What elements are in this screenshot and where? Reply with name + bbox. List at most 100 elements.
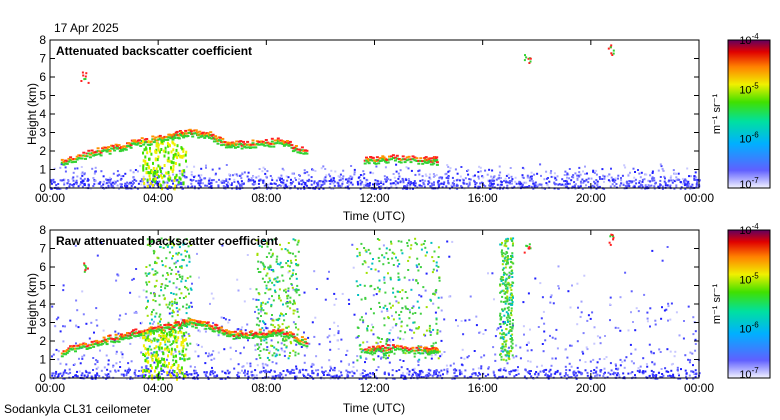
backscatter-pixel: [264, 363, 267, 366]
backscatter-pixel: [407, 167, 410, 170]
backscatter-pixel: [203, 177, 206, 180]
backscatter-pixel: [451, 176, 454, 179]
backscatter-pixel: [460, 356, 463, 359]
backscatter-pixel: [264, 302, 267, 305]
backscatter-pixel: [272, 324, 275, 327]
backscatter-pixel: [474, 183, 477, 186]
backscatter-pixel: [522, 325, 525, 328]
backscatter-pixel: [411, 368, 414, 371]
backscatter-pixel: [263, 339, 266, 342]
backscatter-pixel: [648, 343, 651, 346]
backscatter-pixel: [440, 369, 443, 372]
backscatter-pixel: [385, 179, 388, 181]
cloud-pixel: [182, 181, 185, 185]
backscatter-pixel: [456, 375, 459, 378]
backscatter-pixel: [338, 175, 341, 178]
backscatter-pixel: [358, 378, 361, 380]
backscatter-pixel: [424, 356, 427, 359]
backscatter-pixel: [364, 181, 367, 184]
backscatter-pixel: [406, 184, 409, 187]
cloud-pixel: [185, 150, 188, 154]
backscatter-pixel: [280, 248, 283, 251]
backscatter-pixel: [667, 370, 670, 373]
backscatter-pixel: [122, 175, 125, 178]
backscatter-pixel: [647, 184, 650, 187]
backscatter-pixel: [502, 320, 505, 323]
backscatter-pixel: [306, 179, 309, 182]
backscatter-pixel: [281, 313, 283, 316]
backscatter-pixel: [279, 372, 282, 374]
backscatter-pixel: [423, 240, 426, 243]
backscatter-pixel: [265, 371, 268, 374]
backscatter-pixel: [644, 184, 647, 187]
backscatter-pixel: [578, 371, 581, 374]
backscatter-pixel: [86, 376, 89, 379]
backscatter-pixel: [278, 263, 281, 266]
backscatter-pixel: [505, 245, 508, 248]
cloud-pixel: [393, 348, 397, 351]
backscatter-pixel: [301, 179, 304, 182]
backscatter-pixel: [113, 339, 116, 342]
backscatter-pixel: [684, 354, 687, 357]
backscatter-pixel: [357, 335, 360, 337]
cloud-pixel: [293, 146, 297, 149]
backscatter-pixel: [132, 277, 135, 280]
backscatter-pixel: [679, 181, 682, 183]
cloud-pixel: [95, 153, 99, 156]
backscatter-pixel: [532, 377, 535, 380]
backscatter-pixel: [195, 372, 198, 374]
backscatter-pixel: [195, 180, 198, 183]
backscatter-pixel: [260, 307, 263, 310]
backscatter-pixel: [129, 169, 132, 172]
backscatter-pixel: [695, 184, 698, 187]
backscatter-pixel: [205, 371, 208, 374]
backscatter-pixel: [229, 346, 232, 349]
backscatter-pixel: [563, 174, 566, 176]
backscatter-pixel: [646, 317, 649, 320]
backscatter-pixel: [385, 339, 388, 341]
backscatter-pixel: [359, 183, 362, 186]
backscatter-pixel: [337, 348, 340, 350]
backscatter-pixel: [651, 179, 654, 182]
backscatter-pixel: [500, 290, 503, 293]
backscatter-pixel: [365, 183, 368, 186]
backscatter-pixel: [668, 374, 671, 377]
backscatter-pixel: [643, 185, 646, 188]
backscatter-pixel: [356, 326, 359, 329]
cloud-pixel: [429, 157, 433, 160]
cloud-pixel: [157, 164, 160, 168]
backscatter-pixel: [447, 182, 450, 185]
cloud-pixel: [232, 145, 236, 148]
backscatter-pixel: [328, 173, 331, 176]
backscatter-pixel: [549, 171, 552, 174]
backscatter-pixel: [186, 344, 189, 347]
cloud-pixel: [101, 342, 105, 345]
backscatter-pixel: [650, 369, 653, 372]
backscatter-pixel: [368, 185, 371, 188]
cloud-pixel: [425, 347, 429, 350]
backscatter-pixel: [404, 331, 407, 334]
backscatter-pixel: [166, 272, 169, 274]
x-tick-label: 04:00: [143, 191, 173, 205]
backscatter-pixel: [564, 371, 567, 374]
backscatter-pixel: [313, 181, 316, 183]
backscatter-pixel: [645, 173, 648, 176]
backscatter-pixel: [159, 318, 162, 321]
backscatter-pixel: [529, 328, 531, 331]
backscatter-pixel: [129, 377, 132, 380]
backscatter-pixel: [669, 185, 671, 188]
backscatter-pixel: [233, 181, 236, 183]
backscatter-pixel: [166, 180, 169, 183]
backscatter-pixel: [292, 172, 295, 175]
backscatter-pixel: [672, 179, 675, 182]
backscatter-pixel: [638, 172, 641, 175]
backscatter-pixel: [179, 182, 182, 185]
cloud-pixel: [142, 140, 144, 143]
backscatter-pixel: [499, 185, 502, 188]
backscatter-pixel: [217, 334, 220, 337]
cloud-pixel: [184, 153, 187, 157]
backscatter-pixel: [251, 374, 254, 376]
backscatter-pixel: [669, 350, 672, 353]
backscatter-pixel: [632, 321, 634, 323]
